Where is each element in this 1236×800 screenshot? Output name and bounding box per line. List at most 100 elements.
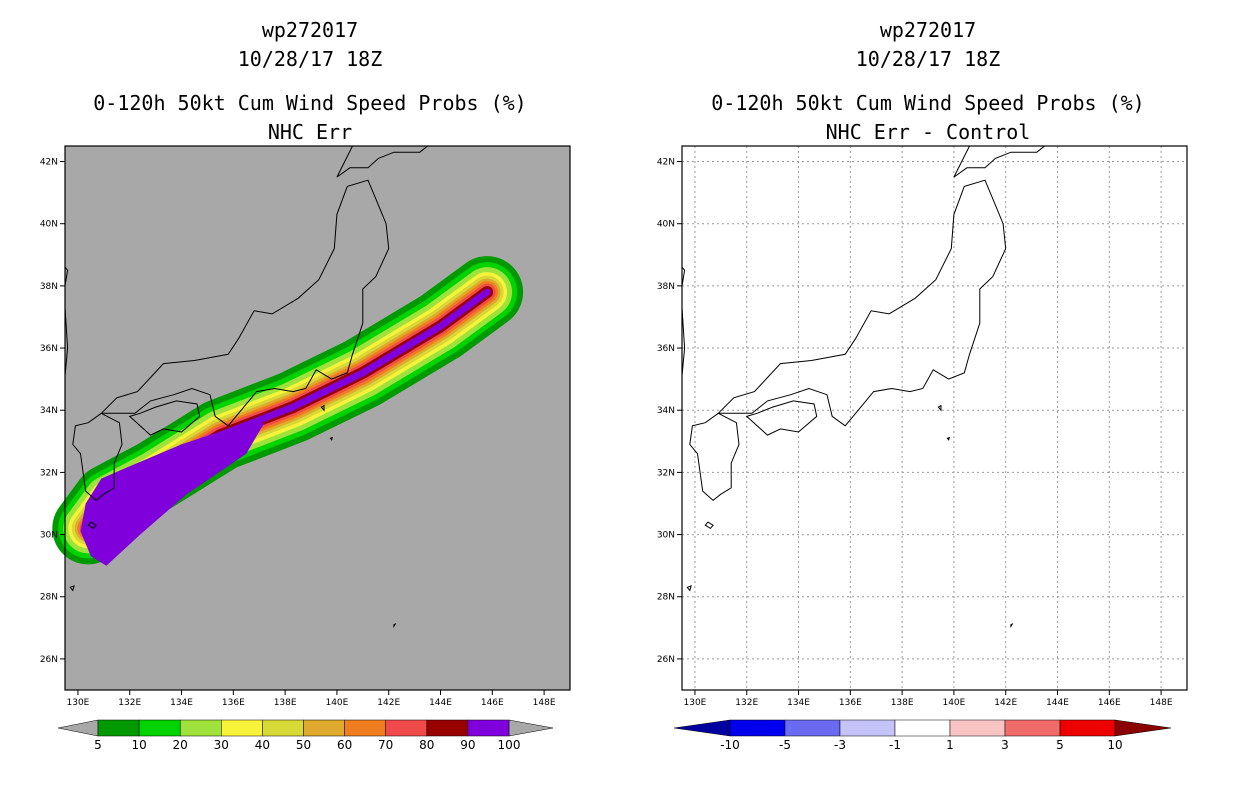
coastline-island xyxy=(69,585,75,592)
coastline-island xyxy=(393,622,397,629)
left-title-line-2: 10/28/17 18Z xyxy=(238,47,383,71)
y-tick-label: 26N xyxy=(657,655,675,665)
x-tick-label: 142E xyxy=(377,698,400,708)
x-tick-label: 136E xyxy=(839,698,862,708)
y-tick-label: 36N xyxy=(40,344,58,354)
swath-core-100 xyxy=(80,422,265,566)
y-tick-label: 34N xyxy=(657,406,675,416)
y-tick-label: 38N xyxy=(40,282,58,292)
x-tick-label: 132E xyxy=(118,698,141,708)
x-tick-label: 136E xyxy=(222,698,245,708)
colorbar-swatch xyxy=(97,719,140,737)
coastline-kyushu xyxy=(72,412,123,502)
plot-frame xyxy=(64,145,571,691)
colorbar-label: 70 xyxy=(378,738,393,752)
coastline-island xyxy=(320,404,325,412)
colorbar-swatch xyxy=(179,719,222,737)
x-tick-label: 140E xyxy=(325,698,348,708)
colorbar-swatch xyxy=(303,719,345,737)
coastline-island xyxy=(87,521,97,530)
y-tick-label: 38N xyxy=(657,282,675,292)
colorbar-label: -1 xyxy=(889,738,901,752)
colorbar-under-arrow xyxy=(673,719,731,737)
colorbar-swatch xyxy=(894,719,951,737)
colorbar-label: 3 xyxy=(1001,738,1009,752)
x-tick-label: 138E xyxy=(274,698,297,708)
x-tick-label: 132E xyxy=(735,698,758,708)
map-background xyxy=(682,146,1187,690)
y-tick-label: 42N xyxy=(40,158,58,168)
x-tick-label: 146E xyxy=(481,698,504,708)
colorbar-under-arrow xyxy=(57,719,99,737)
coastline-island xyxy=(1010,622,1014,629)
x-tick-label: 146E xyxy=(1098,698,1121,708)
colorbar-label: 100 xyxy=(498,738,521,752)
colorbar-swatch xyxy=(839,719,896,737)
colorbar-label: 30 xyxy=(214,738,229,752)
coastline-korea xyxy=(681,266,686,377)
x-tick-label: 140E xyxy=(942,698,965,708)
colorbar-over-arrow xyxy=(508,719,554,737)
coastline-honshu xyxy=(717,179,1007,427)
y-tick-label: 36N xyxy=(657,344,675,354)
y-tick-label: 28N xyxy=(657,593,675,603)
colorbar-label: -10 xyxy=(720,738,740,752)
coastline-island xyxy=(704,521,714,530)
coastline-shikoku xyxy=(128,400,201,436)
left-title-line-3: 0-120h 50kt Cum Wind Speed Probs (%) xyxy=(93,91,526,115)
x-tick-label: 144E xyxy=(429,698,452,708)
colorbar-swatch xyxy=(138,719,181,737)
colorbar-swatch xyxy=(385,719,428,737)
colorbar-swatch xyxy=(729,719,786,737)
coastline-island xyxy=(946,436,951,441)
coastline-island xyxy=(937,404,942,412)
y-tick-label: 42N xyxy=(657,158,675,168)
colorbar-label: 90 xyxy=(460,738,475,752)
x-tick-label: 130E xyxy=(684,698,707,708)
y-tick-label: 28N xyxy=(40,593,58,603)
coastline-kyushu xyxy=(689,412,740,502)
left-panel-nhc-err: wp272017 10/28/17 18Z 0-120h 50kt Cum Wind… xyxy=(40,18,571,752)
coastline-island xyxy=(686,585,692,592)
colorbar-label: 5 xyxy=(94,738,102,752)
colorbar-label: -5 xyxy=(779,738,791,752)
right-title-line-4: NHC Err - Control xyxy=(826,120,1031,144)
colorbar-swatch xyxy=(426,719,469,737)
colorbar-label: 60 xyxy=(337,738,352,752)
x-tick-label: 134E xyxy=(787,698,810,708)
colorbar-swatch xyxy=(1004,719,1061,737)
x-tick-label: 148E xyxy=(533,698,556,708)
left-title-line-1: wp272017 xyxy=(262,18,358,42)
y-tick-label: 40N xyxy=(40,220,58,230)
y-tick-label: 32N xyxy=(657,468,675,478)
colorbar-swatch xyxy=(784,719,841,737)
y-tick-label: 30N xyxy=(40,531,58,541)
y-tick-label: 40N xyxy=(657,220,675,230)
y-tick-label: 30N xyxy=(657,531,675,541)
colorbar-swatch xyxy=(1059,719,1116,737)
colorbar-swatch xyxy=(221,719,263,737)
colorbar-label: 10 xyxy=(131,738,146,752)
plot-frame xyxy=(681,145,1188,691)
colorbar-label: 5 xyxy=(1056,738,1064,752)
colorbar-swatch xyxy=(262,719,304,737)
coastline-island xyxy=(329,436,334,441)
colorbar-label: 1 xyxy=(946,738,954,752)
colorbar-over-arrow xyxy=(1114,719,1172,737)
x-tick-label: 134E xyxy=(170,698,193,708)
x-tick-label: 130E xyxy=(67,698,90,708)
colorbar-label: 80 xyxy=(419,738,434,752)
x-tick-label: 148E xyxy=(1150,698,1173,708)
left-title-line-4: NHC Err xyxy=(268,120,352,144)
colorbar-swatch xyxy=(467,719,510,737)
colorbar-swatch xyxy=(949,719,1006,737)
colorbar-label: 40 xyxy=(255,738,270,752)
right-title-line-1: wp272017 xyxy=(880,18,976,42)
right-title-line-3: 0-120h 50kt Cum Wind Speed Probs (%) xyxy=(711,91,1144,115)
right-panel-difference: wp272017 10/28/17 18Z 0-120h 50kt Cum Wind… xyxy=(657,18,1188,752)
y-tick-label: 34N xyxy=(40,406,58,416)
coastline-hokkaido xyxy=(953,145,1047,178)
colorbar-label: 50 xyxy=(296,738,311,752)
y-tick-label: 26N xyxy=(40,655,58,665)
coastline-honshu xyxy=(100,179,390,427)
